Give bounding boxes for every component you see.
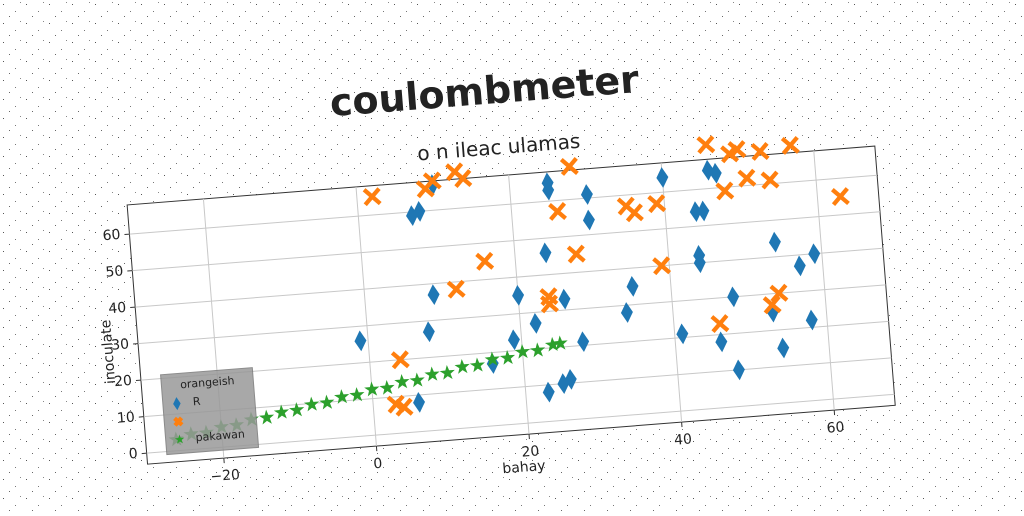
y-tick-label: 40 [108, 300, 127, 317]
x-tick-label: 40 [673, 431, 692, 448]
y-tick-label: 10 [116, 409, 135, 426]
x-tick-label: 0 [373, 456, 383, 473]
legend-label: R [192, 395, 201, 409]
y-tick-label: 50 [105, 263, 124, 280]
x-tick-label: 20 [521, 443, 540, 460]
y-tick-label: 60 [102, 227, 121, 244]
x-tick-label: −20 [210, 467, 241, 485]
y-tick-label: 30 [111, 336, 130, 353]
x-axis-label: bahay [502, 458, 546, 477]
y-tick-label: 0 [128, 446, 138, 463]
x-tick-label: 60 [826, 419, 845, 436]
y-tick-label: 20 [114, 373, 133, 390]
